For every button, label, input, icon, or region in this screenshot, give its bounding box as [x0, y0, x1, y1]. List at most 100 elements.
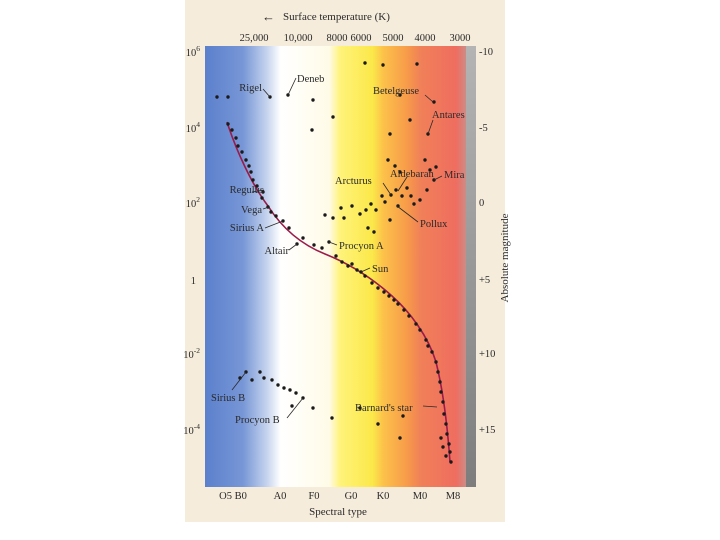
star-dot	[340, 260, 344, 264]
star-dot	[409, 194, 413, 198]
star-dot	[380, 194, 384, 198]
star-dot	[240, 150, 244, 154]
magnitude-tick: -5	[479, 123, 488, 134]
label-arcturus: Arcturus	[335, 176, 372, 187]
star-dot	[432, 100, 436, 104]
luminosity-tick: 10-4	[183, 422, 200, 437]
leader-vega	[262, 206, 270, 210]
luminosity-tick: 1	[191, 276, 196, 287]
star-dot	[255, 184, 259, 188]
star-dot	[363, 61, 367, 65]
leader-barnards-star	[422, 405, 438, 408]
star-dot	[428, 168, 432, 172]
star-dot	[355, 268, 359, 272]
star-dot	[418, 198, 422, 202]
leader-pollux	[396, 205, 419, 223]
star-dot	[394, 188, 398, 192]
star-dot	[249, 170, 253, 174]
star-dot	[441, 400, 445, 404]
star-dot	[244, 158, 248, 162]
label-sirius-b: Sirius B	[211, 393, 245, 404]
star-dot	[346, 264, 350, 268]
star-dot	[424, 338, 428, 342]
star-dot	[250, 378, 254, 382]
star-dot	[393, 164, 397, 168]
star-dot	[311, 98, 315, 102]
star-dot	[425, 188, 429, 192]
label-procyon-a: Procyon A	[339, 241, 384, 252]
star-dot	[441, 445, 445, 449]
star-dot	[447, 442, 451, 446]
magnitude-tick: +15	[479, 425, 495, 436]
label-procyon-b: Procyon B	[235, 415, 280, 426]
spectral-tick: M0	[413, 491, 428, 502]
star-labels: Rigel Deneb Betelgeuse Antares Mira Alde…	[211, 74, 465, 426]
magnitude-gray-strip	[466, 46, 476, 487]
star-dot	[423, 158, 427, 162]
star-dot	[372, 230, 376, 234]
label-vega: Vega	[241, 205, 262, 216]
star-dot	[439, 390, 443, 394]
star-dot	[386, 158, 390, 162]
star-dot	[415, 62, 419, 66]
star-dot	[387, 294, 391, 298]
star-dot	[401, 414, 405, 418]
temperature-tick-labels: 25,000 10,000 8000 6000 5000 4000 3000	[240, 33, 471, 44]
star-dot	[439, 436, 443, 440]
star-dot	[363, 274, 367, 278]
label-betelgeuse: Betelgeuse	[373, 86, 419, 97]
star-dot	[383, 200, 387, 204]
star-dot	[320, 246, 324, 250]
star-dot	[381, 63, 385, 67]
leader-altair	[288, 243, 298, 251]
star-dot	[234, 136, 238, 140]
luminosity-tick: 104	[186, 120, 201, 135]
star-dot	[436, 370, 440, 374]
leader-betelgeuse	[424, 94, 434, 103]
label-mira: Mira	[444, 170, 465, 181]
leader-sirius-a	[264, 220, 284, 229]
star-dot	[376, 286, 380, 290]
spectral-color-band	[205, 46, 475, 487]
star-dot	[310, 128, 314, 132]
star-dot	[402, 308, 406, 312]
label-pollux: Pollux	[420, 219, 448, 230]
star-dot	[301, 236, 305, 240]
star-dot	[408, 118, 412, 122]
star-dot	[407, 314, 411, 318]
temperature-tick: 5000	[383, 33, 404, 44]
label-sirius-a: Sirius A	[230, 223, 265, 234]
temperature-tick: 25,000	[240, 33, 269, 44]
leader-sirius-b	[231, 371, 247, 391]
label-sun: Sun	[372, 264, 389, 275]
star-dot	[445, 432, 449, 436]
spectral-axis-title: Spectral type	[309, 506, 367, 518]
star-dot	[414, 322, 418, 326]
spectral-tick-labels: O5 B0 A0 F0 G0 K0 M0 M8	[219, 491, 460, 502]
spectral-tick: K0	[377, 491, 390, 502]
star-dot	[388, 218, 392, 222]
star-dot	[434, 165, 438, 169]
temperature-tick: 3000	[450, 33, 471, 44]
star-dot	[269, 210, 273, 214]
star-dot	[392, 298, 396, 302]
star-dot	[396, 204, 400, 208]
star-dot	[251, 178, 255, 182]
spectral-tick: F0	[308, 491, 319, 502]
star-dot	[396, 302, 400, 306]
label-regulus: Regulus	[230, 185, 264, 196]
star-dot	[412, 202, 416, 206]
magnitude-tick-labels: -10 -5 0 +5 +10 +15	[479, 47, 495, 436]
surface-temperature-title: Surface temperature (K)	[283, 11, 390, 23]
star-dot	[364, 208, 368, 212]
star-dot	[442, 412, 446, 416]
temperature-tick: 6000	[351, 33, 372, 44]
star-dot	[400, 194, 404, 198]
star-dot	[448, 450, 452, 454]
star-dot	[270, 378, 274, 382]
leader-deneb	[287, 77, 297, 96]
leader-rigel	[262, 88, 271, 98]
star-dot	[312, 243, 316, 247]
star-dot	[369, 202, 373, 206]
